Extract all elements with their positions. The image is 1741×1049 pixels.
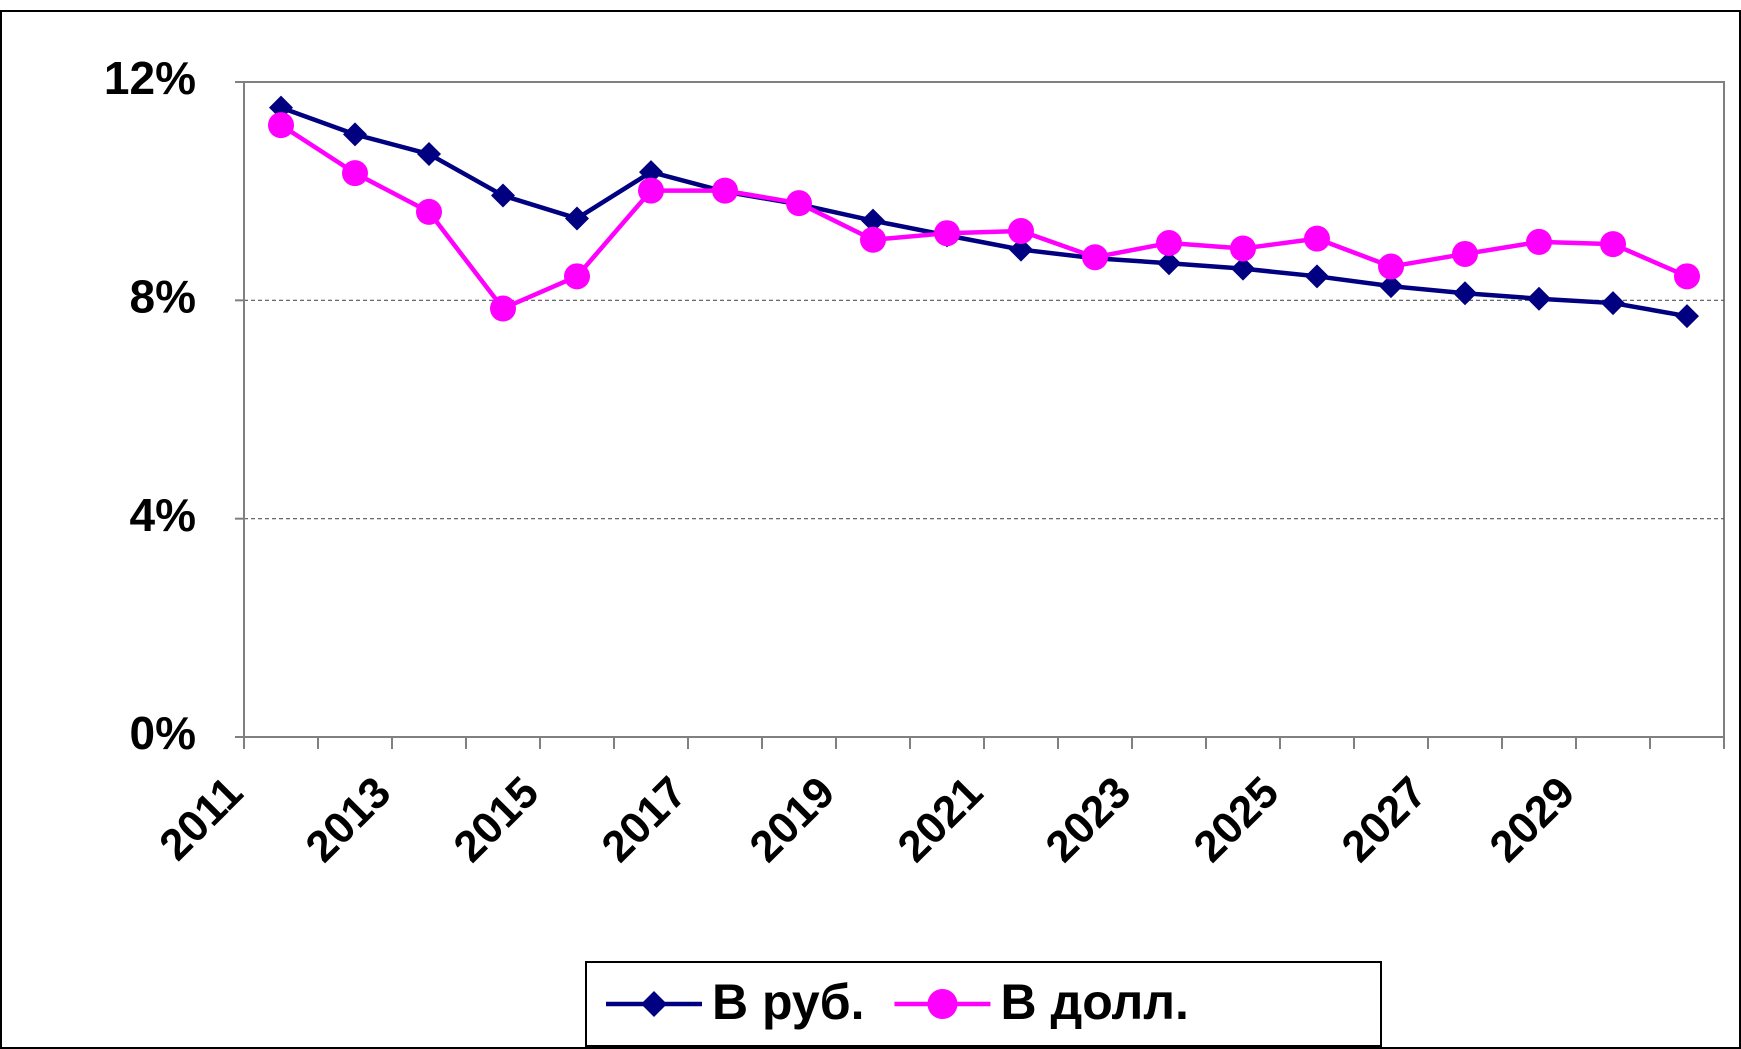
legend-marker [641, 991, 667, 1017]
marker [1156, 230, 1182, 257]
marker [786, 190, 812, 217]
marker [1304, 225, 1330, 252]
marker [1230, 235, 1256, 262]
marker [1378, 253, 1404, 280]
marker [1675, 304, 1699, 329]
marker [712, 177, 738, 204]
marker [1674, 263, 1700, 290]
marker [490, 295, 516, 322]
y-tick-label: 8% [130, 270, 196, 322]
marker [1600, 231, 1626, 258]
marker [564, 263, 590, 290]
marker [1452, 240, 1478, 267]
legend-label: В долл. [1000, 974, 1188, 1030]
legend-marker [927, 989, 958, 1019]
marker [1526, 228, 1552, 255]
marker [638, 177, 664, 204]
marker [343, 122, 367, 147]
marker [416, 198, 442, 225]
marker [639, 160, 663, 185]
marker [1231, 256, 1255, 281]
marker [1082, 244, 1108, 271]
y-tick-label: 0% [130, 707, 196, 759]
marker [268, 112, 294, 139]
legend-label: В руб. [712, 974, 864, 1030]
marker [342, 160, 368, 187]
series-line [280, 105, 1688, 319]
marker [1008, 218, 1034, 245]
marker [1009, 237, 1033, 262]
marker [934, 220, 960, 247]
plot-area [243, 81, 1725, 738]
marker [1527, 286, 1551, 311]
marker [565, 206, 589, 231]
y-tick-label: 12% [104, 52, 196, 104]
marker [1305, 264, 1329, 289]
marker [491, 183, 515, 208]
marker [1379, 274, 1403, 299]
marker [1453, 281, 1477, 306]
marker [1157, 251, 1181, 276]
marker [417, 142, 441, 167]
marker [1601, 291, 1625, 316]
marker [861, 208, 885, 233]
y-tick-label: 4% [130, 489, 196, 541]
marker [860, 226, 886, 253]
